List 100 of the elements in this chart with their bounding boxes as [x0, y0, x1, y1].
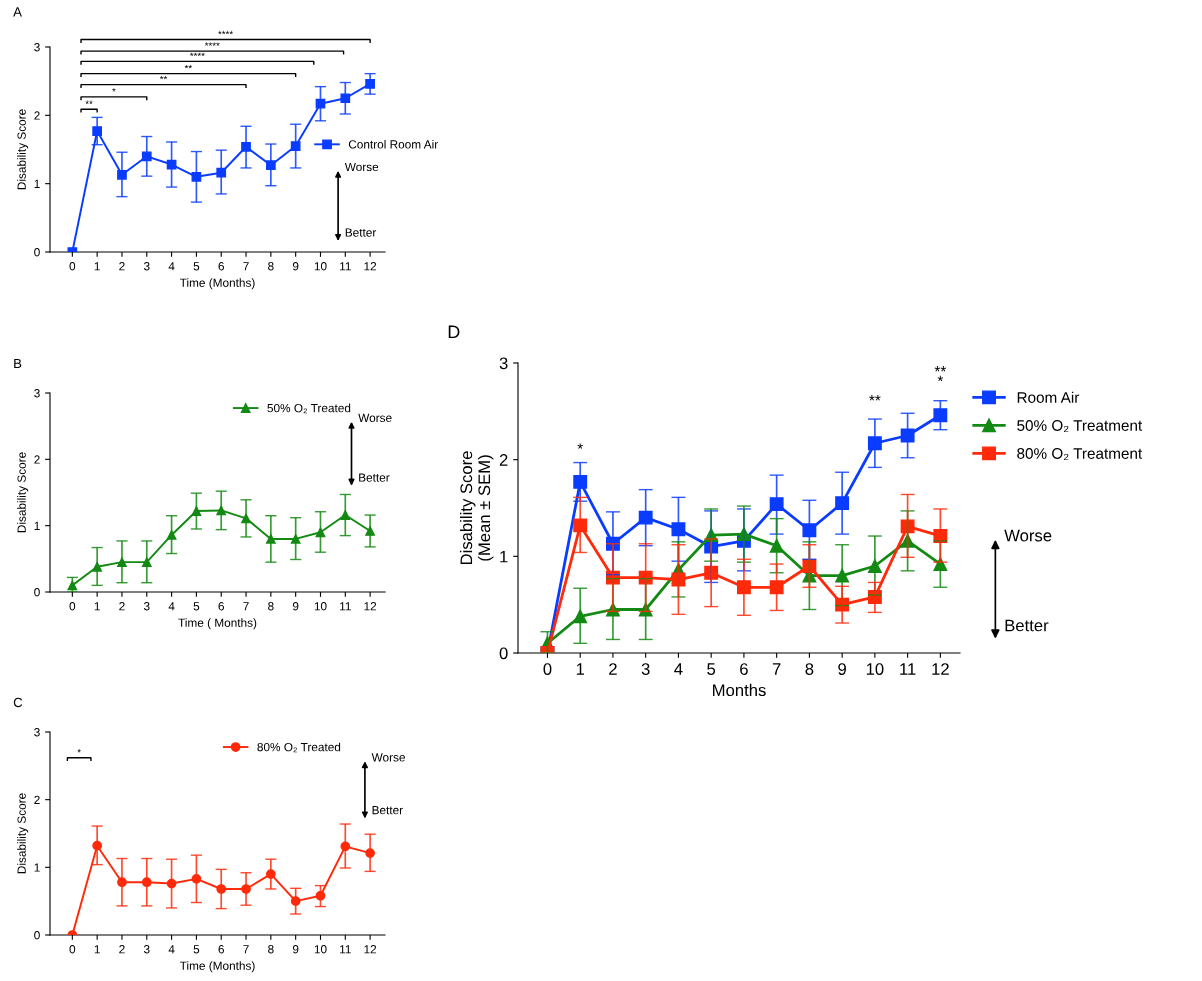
x-tick-label: 4	[674, 663, 683, 675]
x-tick-label: 9	[838, 663, 846, 675]
y-tick-label: 0	[34, 248, 40, 257]
x-tick-label: 0	[543, 663, 552, 675]
x-tick-label: 4	[168, 602, 175, 611]
x-axis-title: Time ( Months)	[178, 618, 257, 630]
x-tick-label: 2	[119, 262, 125, 271]
x-axis-title: Time (Months)	[179, 961, 255, 973]
annotation: **	[159, 75, 168, 80]
text: Better	[1005, 619, 1049, 632]
x-tick-label: 10	[866, 663, 884, 675]
y-axis-title: Disability Score	[17, 109, 29, 190]
x-tick-label: 8	[268, 945, 274, 954]
legend-label: 80% O₂ Treated	[257, 742, 341, 753]
annotation: Worse	[344, 162, 379, 172]
x-tick-label: 10	[314, 262, 327, 271]
annotation: *	[937, 375, 944, 382]
x-tick-label: 7	[243, 945, 249, 954]
y-tick-label: 1	[500, 550, 508, 563]
x-tick-label: 3	[641, 663, 650, 675]
x-tick-label: 12	[364, 602, 377, 611]
x-tick-label: 9	[292, 602, 299, 611]
annotation: *	[112, 88, 116, 92]
y-axis-title: Disability Score (Mean ± SEM)	[459, 451, 494, 565]
y-tick-label: 1	[34, 521, 40, 530]
y-axis-title: Disability Score	[17, 793, 29, 874]
annotation: **	[934, 366, 947, 372]
y-tick-label: 0	[499, 647, 508, 660]
legend-label: Room Air	[1017, 391, 1080, 403]
x-tick-label: 10	[314, 602, 327, 611]
annotation: Better	[345, 228, 377, 237]
x-tick-label: 3	[143, 262, 150, 271]
chart-title: A	[13, 7, 22, 17]
x-tick-label: 6	[218, 602, 224, 611]
annotation: Worse	[358, 413, 392, 423]
x-tick-label: 4	[168, 945, 175, 954]
y-tick-label: 1	[34, 179, 40, 188]
x-tick-label: 11	[340, 602, 351, 611]
y-tick-label: 0	[34, 931, 40, 940]
x-tick-label: 7	[772, 663, 781, 675]
x-tick-label: 0	[69, 262, 76, 271]
text: ****	[204, 42, 220, 46]
x-tick-label: 12	[932, 663, 949, 675]
y-tick-label: 2	[34, 795, 40, 804]
y-tick-label: 2	[499, 454, 508, 466]
x-tick-label: 12	[364, 945, 377, 954]
chart-title: B	[14, 358, 22, 368]
x-tick-label: 2	[119, 945, 125, 954]
annotation: *	[77, 749, 81, 753]
legend-label: 50% O₂ Treatment	[1017, 420, 1143, 433]
y-tick-label: 2	[34, 111, 40, 120]
x-tick-label: 10	[314, 945, 327, 954]
x-tick-label: 7	[243, 602, 249, 611]
legend-label: 50% O₂ Treated	[267, 403, 351, 414]
annotation: Worse	[371, 753, 405, 762]
x-tick-label: 1	[94, 602, 100, 611]
text: Worse	[1004, 529, 1052, 542]
annotation: Better	[359, 473, 390, 482]
x-tick-label: 11	[340, 945, 351, 954]
legend-label: 80% O₂ Treatment	[1017, 448, 1143, 461]
x-tick-label: 2	[119, 602, 125, 611]
x-tick-label: 11	[900, 663, 916, 675]
x-tick-label: 1	[94, 945, 100, 954]
legend-label: Control Room Air	[348, 139, 438, 149]
y-tick-label: 3	[499, 357, 508, 370]
x-tick-label: 8	[805, 663, 814, 675]
annotation: *	[577, 443, 583, 449]
x-tick-label: 5	[193, 262, 200, 271]
y-tick-label: 3	[34, 728, 40, 737]
x-tick-label: 12	[364, 262, 377, 271]
annotation: **	[869, 395, 881, 401]
x-axis-title: Months	[713, 683, 766, 697]
x-tick-label: 0	[69, 602, 76, 611]
y-tick-label: 1	[34, 863, 40, 872]
y-tick-label: 3	[34, 389, 40, 398]
x-tick-label: 5	[707, 663, 716, 675]
x-tick-label: 6	[218, 945, 224, 954]
x-tick-label: 1	[576, 663, 585, 675]
x-tick-label: 6	[740, 663, 748, 675]
chart-title: D	[448, 325, 460, 338]
x-tick-label: 1	[94, 262, 100, 271]
x-tick-label: 7	[243, 262, 249, 271]
x-tick-label: 9	[292, 945, 299, 954]
annotation: Better	[372, 806, 403, 815]
x-axis-title: Time (Months)	[179, 278, 255, 290]
x-tick-label: 11	[340, 262, 351, 271]
x-tick-label: 5	[193, 945, 200, 954]
x-tick-label: 8	[268, 262, 274, 271]
x-tick-label: 3	[143, 602, 150, 611]
x-tick-label: 2	[609, 663, 617, 675]
x-tick-label: 0	[69, 945, 76, 954]
annotation: **	[184, 64, 192, 69]
x-tick-label: 8	[268, 602, 274, 611]
y-tick-label: 3	[34, 43, 40, 52]
text: ****	[218, 30, 233, 35]
x-tick-label: 5	[193, 602, 200, 611]
y-axis-title: Disability Score	[17, 452, 29, 533]
y-tick-label: 0	[34, 588, 40, 597]
annotation: **	[85, 100, 93, 104]
y-tick-label: 2	[34, 455, 40, 464]
